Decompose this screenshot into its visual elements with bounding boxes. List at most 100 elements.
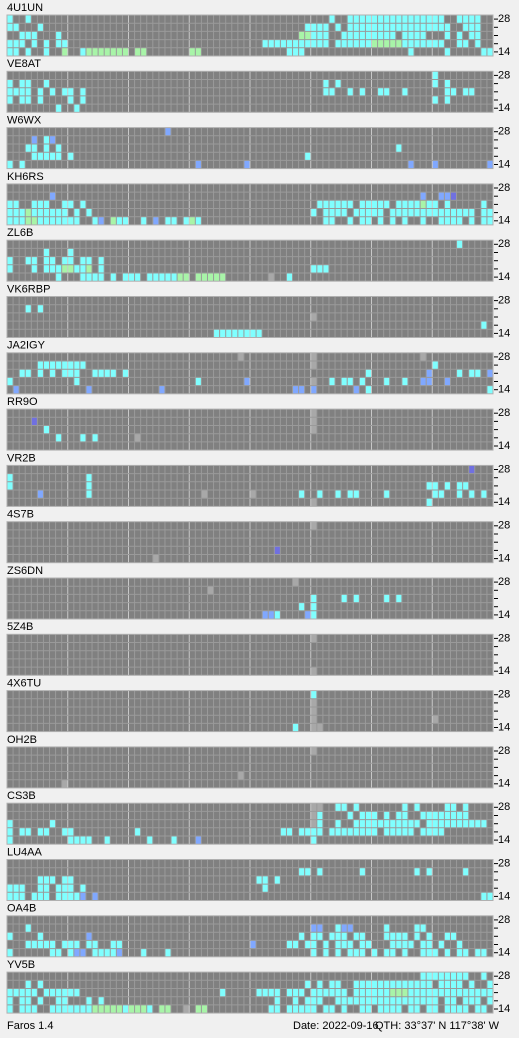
band-label: 14 <box>498 46 510 58</box>
signal-cell <box>341 594 348 603</box>
signal-cell <box>353 827 360 836</box>
signal-cell <box>49 948 56 957</box>
signal-cell <box>298 602 305 611</box>
signal-cell <box>341 208 348 217</box>
signal-cell <box>377 39 384 48</box>
signal-cell <box>389 23 396 32</box>
signal-cell <box>310 698 317 707</box>
signal-cell <box>85 996 93 1005</box>
signal-cell <box>414 39 421 48</box>
signal-cell <box>395 23 402 32</box>
signal-cell <box>462 39 469 48</box>
signal-cell <box>310 932 317 941</box>
signal-cell <box>237 329 244 338</box>
signal-cell <box>304 980 311 989</box>
signal-cell <box>31 152 38 161</box>
signal-cell <box>7 473 14 482</box>
signal-cell <box>450 980 457 989</box>
signal-cell <box>383 377 390 386</box>
signal-cell <box>25 304 32 313</box>
signal-cell <box>407 988 415 997</box>
signal-cell <box>353 996 360 1005</box>
signal-cell <box>316 996 323 1005</box>
band-label: 14 <box>498 440 510 452</box>
signal-cell <box>7 884 14 893</box>
signal-cell <box>420 15 427 24</box>
signal-cell <box>195 216 202 225</box>
signal-cell <box>462 23 469 32</box>
signal-cell <box>395 996 402 1005</box>
signal-cell <box>426 498 433 507</box>
signal-cell <box>359 867 366 876</box>
signal-cell <box>61 47 68 56</box>
signal-cell <box>43 425 50 434</box>
signal-cell <box>49 875 56 885</box>
signal-cell <box>19 827 26 836</box>
signal-cell <box>25 216 32 225</box>
signal-cell <box>444 47 451 56</box>
signal-cell <box>468 980 475 989</box>
signal-cell <box>420 377 427 386</box>
signal-cell <box>444 980 451 989</box>
signal-cell <box>353 39 360 48</box>
signal-cell <box>462 972 469 981</box>
signal-cell <box>49 988 56 997</box>
signal-cell <box>456 980 463 989</box>
signal-cell <box>189 216 196 225</box>
signal-cell <box>85 473 93 482</box>
signal-cell <box>292 996 299 1005</box>
signal-cell <box>280 827 287 836</box>
signal-cell <box>432 481 439 490</box>
signal-cell <box>401 39 408 48</box>
signal-cell <box>389 948 396 957</box>
station-panel: OH2B 28 14 <box>6 734 510 790</box>
signal-cell <box>438 490 445 499</box>
signal-cell <box>98 948 105 957</box>
signal-cell <box>347 924 354 933</box>
signal-cell <box>67 200 74 209</box>
signal-cell <box>122 369 129 378</box>
signal-cell <box>377 23 384 32</box>
signal-cell <box>365 15 372 24</box>
signal-cell <box>37 996 44 1005</box>
band-label: 28 <box>498 69 510 81</box>
signal-cell <box>98 369 105 378</box>
station-panel: KH6RS 28 14 <box>6 171 510 227</box>
signal-cell <box>67 988 74 997</box>
band-label: 28 <box>498 970 510 982</box>
signal-cell <box>49 819 56 828</box>
signal-cell <box>79 1004 86 1014</box>
signal-cell <box>310 803 317 812</box>
signal-cell <box>395 819 402 828</box>
signal-cell <box>292 39 299 48</box>
signal-cell <box>43 884 50 893</box>
signal-cell <box>474 369 481 378</box>
signal-cell <box>243 377 250 386</box>
signal-cell <box>322 208 329 217</box>
signal-cell <box>444 948 451 957</box>
signal-cell <box>37 875 44 885</box>
signal-cell <box>92 273 99 282</box>
signal-cell <box>383 948 390 957</box>
signal-cell <box>371 31 378 40</box>
signal-cell <box>395 827 402 836</box>
signal-cell <box>310 208 317 217</box>
signal-cell <box>85 273 93 282</box>
station-name: 4S7B <box>7 509 34 521</box>
signal-cell <box>298 31 305 40</box>
signal-cell <box>432 208 439 217</box>
signal-cell <box>377 980 384 989</box>
signal-cell <box>110 369 117 378</box>
signal-cell <box>286 273 293 282</box>
signal-cell <box>389 39 396 48</box>
signal-cell <box>389 208 396 217</box>
signal-cell <box>310 988 317 997</box>
signal-cell <box>104 1004 111 1014</box>
signal-cell <box>55 31 62 40</box>
signal-cell <box>274 988 281 997</box>
signal-cell <box>31 31 38 40</box>
signal-cell <box>7 256 14 265</box>
station-panel: ZL6B 28 14 <box>6 227 510 283</box>
signal-cell <box>341 988 348 997</box>
signal-cell <box>85 490 93 499</box>
